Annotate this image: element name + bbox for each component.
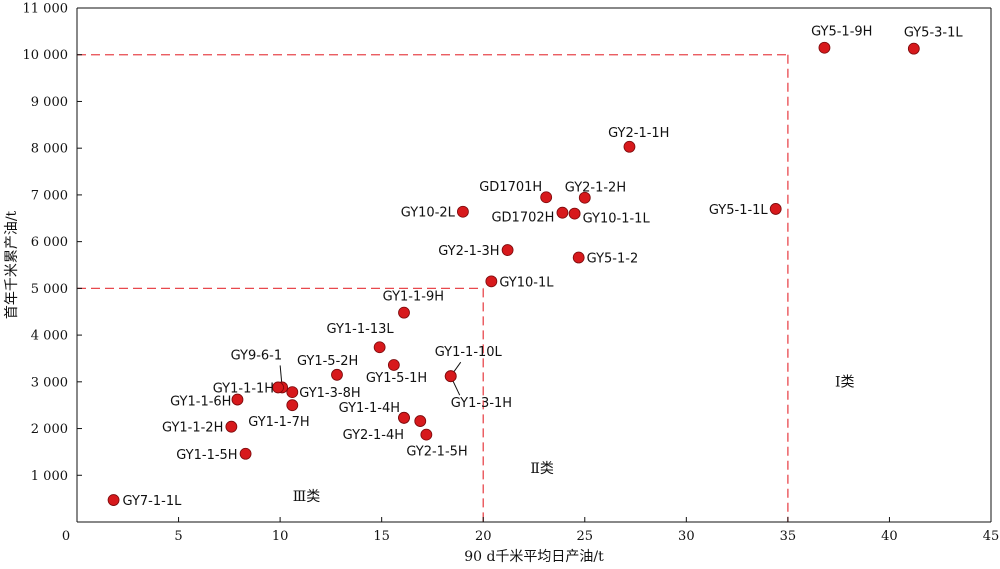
threshold-layer <box>77 54 789 522</box>
y-tick-label: 11 000 <box>23 2 69 17</box>
x-tick-label: 15 <box>373 529 390 544</box>
data-point-gy10-1-1l <box>568 207 581 220</box>
origin-label: 0 <box>62 529 70 544</box>
point-labels: GY5-1-9H GY5-3-1L GY2-1-1H GD1701H GY2-1-2H G… <box>123 25 964 509</box>
x-axis-title: 90 d千米平均日产油/t <box>464 549 604 565</box>
y-tick-label: 4 000 <box>31 329 68 344</box>
point-label: GY1-1-6H <box>170 395 231 410</box>
x-tick-label: 20 <box>475 529 492 544</box>
data-point-gy5-1-2 <box>572 251 585 264</box>
data-point-gy1-1-6h <box>231 393 244 406</box>
point-label: GY1-1-9H <box>383 290 444 305</box>
data-point-gy1-1-4h-b <box>414 415 427 427</box>
point-label: GY1-1-4H <box>339 401 400 416</box>
y-tick-label: 1 000 <box>31 469 68 484</box>
point-label: GD1702H <box>491 211 554 226</box>
data-point-gy1-1-7h <box>286 399 299 412</box>
point-label: GY9-6-1 <box>231 348 283 363</box>
x-tick-label: 5 <box>174 529 182 544</box>
point-label: GY1-1-7H <box>248 415 309 430</box>
y-tick-label: 3 000 <box>31 375 68 390</box>
data-point-gy1-5-2h <box>331 368 343 381</box>
point-label: GD1701H <box>479 180 542 195</box>
x-tick-label: 40 <box>881 529 898 544</box>
data-point-gd1702h <box>556 206 569 219</box>
point-label: GY5-1-9H <box>811 25 872 40</box>
x-tick-label: 25 <box>577 529 594 544</box>
x-tick-label: 45 <box>983 529 1000 544</box>
y-axis-title: 首年千米累产油/t <box>4 210 20 319</box>
point-label: GY1-1-2H <box>162 421 223 436</box>
x-tick-label: 30 <box>678 529 695 544</box>
point-label: GY7-1-1L <box>123 494 183 509</box>
x-tick-label: 10 <box>272 529 289 544</box>
point-label: GY1-1-5H <box>176 448 237 463</box>
point-label: GY2-1-4H <box>343 428 404 443</box>
data-point-gy1-1-2h <box>225 420 238 433</box>
point-label: GY1-5-2H <box>297 354 358 369</box>
data-point-gy5-1-9h <box>818 41 831 54</box>
class-labels: Ⅰ类 Ⅱ类 Ⅲ类 <box>293 374 855 504</box>
class-region-label: Ⅰ类 <box>835 374 855 390</box>
data-point-gy7-1-1l <box>107 494 120 506</box>
data-point-gy1-1-9h <box>398 306 410 319</box>
axes <box>76 7 992 523</box>
y-tick-label: 6 000 <box>31 235 68 250</box>
point-label: GY10-1-1L <box>583 212 651 227</box>
point-label: GY1-5-1H <box>366 371 427 386</box>
point-label: GY5-1-1L <box>709 203 769 218</box>
point-label: GY5-1-2 <box>587 252 639 267</box>
point-label: GY10-1L <box>499 275 554 290</box>
ticks: 5 10 15 20 25 30 35 40 45 1 000 2 000 3 000 4 000 5 0… <box>23 2 1000 545</box>
point-label: GY1-1-13L <box>327 322 395 337</box>
data-point-gy1-5-1h <box>387 359 400 371</box>
point-label: GY1-1-1H <box>213 381 274 396</box>
point-label: GY5-3-1L <box>904 26 964 41</box>
y-tick-label: 8 000 <box>31 142 68 157</box>
data-point-gy2-1-2h <box>578 191 591 204</box>
data-point-gy5-1-1l <box>769 203 782 215</box>
class-region-label: Ⅱ类 <box>530 461 554 477</box>
data-point-gy1-1-5h <box>239 447 252 460</box>
point-label: GY2-1-2H <box>565 181 626 196</box>
data-point-gy1-1-13l <box>373 341 386 354</box>
data-point-gy1-3-8h <box>286 386 299 398</box>
data-point-gd1701h <box>540 191 553 204</box>
y-tick-label: 10 000 <box>23 48 69 63</box>
y-tick-label: 5 000 <box>31 282 68 297</box>
point-label: GY1-3-1H <box>451 396 512 411</box>
point-label: GY10-2L <box>401 206 456 221</box>
point-label: GY2-1-1H <box>608 126 669 141</box>
data-point-gy10-2l <box>457 205 469 218</box>
data-point-gy5-3-1l <box>907 42 920 55</box>
data-point-gy1-3-1h <box>444 370 457 383</box>
data-point-gy1-1-1h <box>272 381 284 394</box>
y-tick-label: 9 000 <box>31 95 68 110</box>
point-label: GY1-1-10L <box>435 345 503 360</box>
y-tick-label: 2 000 <box>31 422 68 437</box>
data-points <box>107 41 920 506</box>
data-point-gy2-1-5h <box>420 428 433 441</box>
x-tick-label: 35 <box>780 529 797 544</box>
point-label: GY2-1-3H <box>438 244 499 259</box>
data-point-gy10-1l <box>485 275 498 288</box>
data-point-gy2-1-4h <box>398 411 410 424</box>
class-region-label: Ⅲ类 <box>293 489 321 505</box>
y-tick-label: 7 000 <box>31 188 68 203</box>
point-label: GY1-3-8H <box>299 386 360 401</box>
point-label: GY2-1-5H <box>406 445 467 460</box>
data-point-gy2-1-3h <box>501 244 514 256</box>
data-point-gy2-1-1h <box>623 140 636 153</box>
